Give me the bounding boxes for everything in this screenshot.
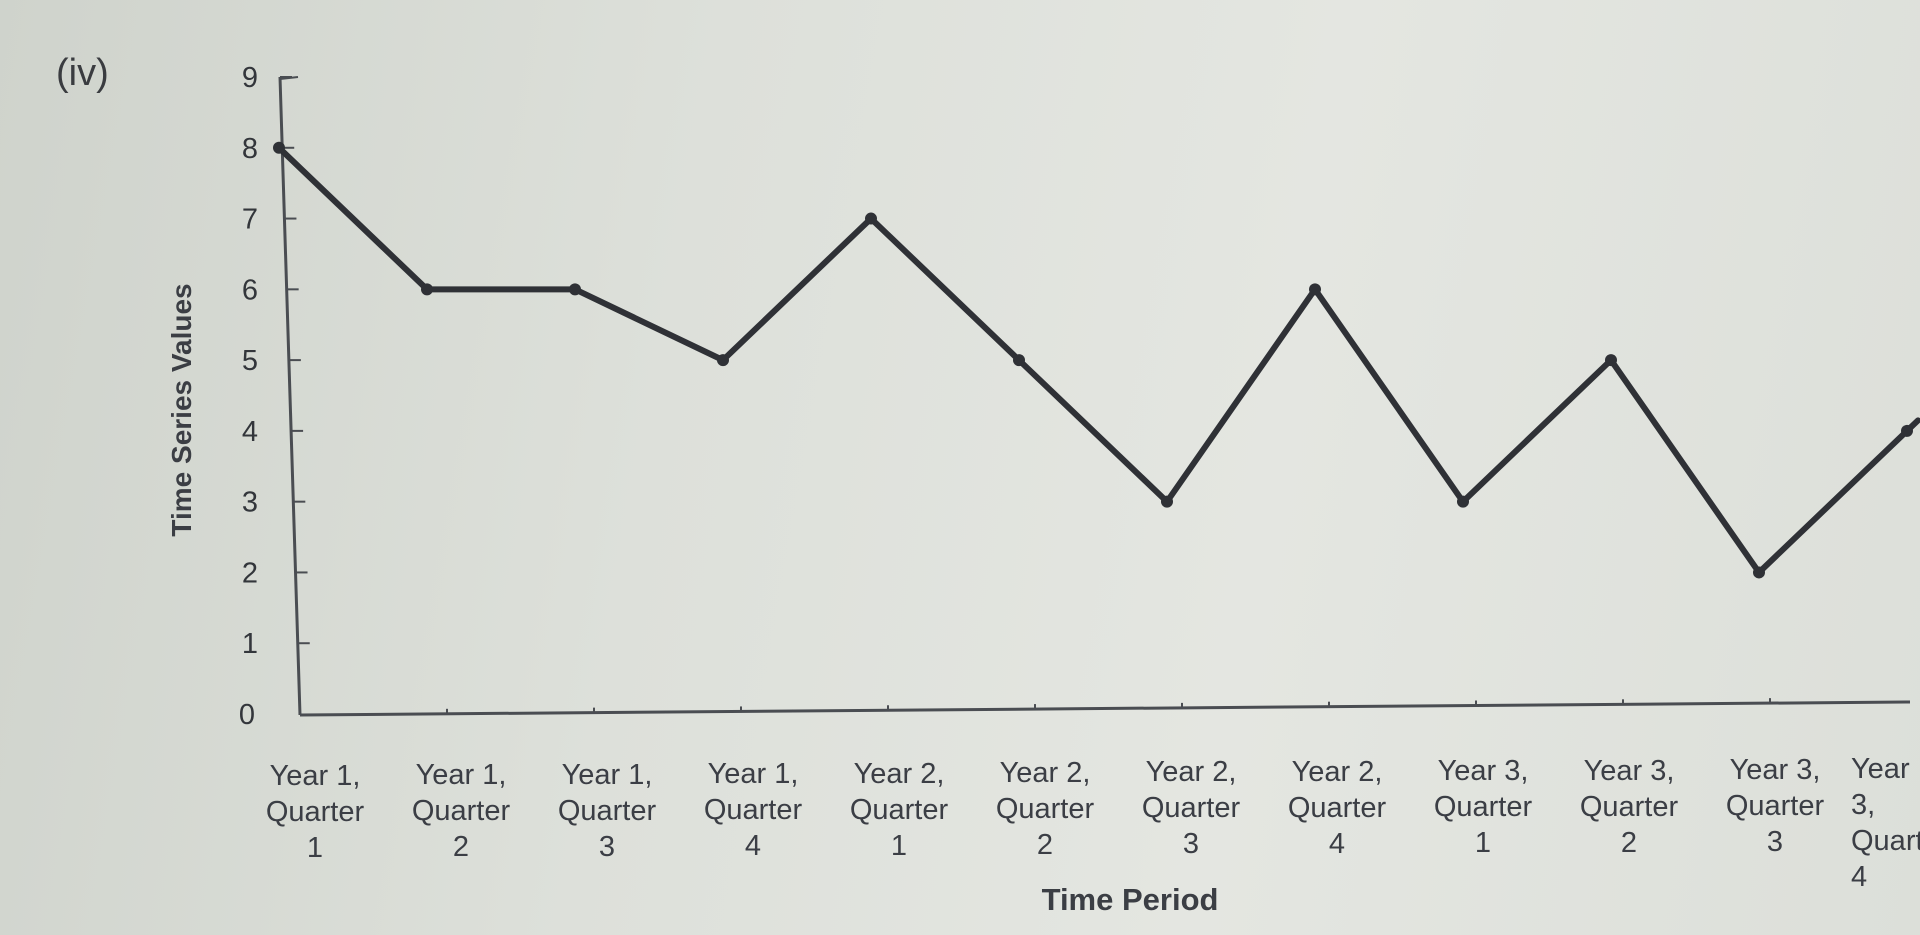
x-axis-line	[299, 700, 1911, 717]
series-group	[273, 141, 1920, 579]
x-tick-label: Year 3, Quarter 2	[1579, 754, 1679, 859]
x-tick-label: Year 2, Quarter 2	[995, 757, 1095, 861]
x-tick-label: Year 1, Quarter 3	[557, 758, 657, 863]
x-axis-title: Time Period	[1041, 882, 1219, 917]
data-point	[273, 141, 285, 154]
data-point	[717, 354, 729, 367]
y-tick-label: 1	[242, 628, 258, 660]
x-tick-label: Year 3, Quarter 3	[1725, 754, 1825, 858]
y-tick-labels: 0 1 2 3 4 5 6 7 8 9	[239, 62, 258, 731]
y-tick-label: 0	[239, 699, 255, 731]
x-tick-label: Year 1, Quarter 4	[703, 758, 803, 863]
data-point	[1605, 354, 1617, 367]
data-point	[1457, 495, 1469, 508]
data-point	[865, 212, 877, 225]
axes-group	[278, 76, 1911, 717]
y-axis-title: Time Series Values	[166, 283, 197, 537]
part-label: (iv)	[56, 52, 109, 94]
x-tick-label: Year 3, Quarter 1	[1433, 755, 1533, 860]
y-tick-label: 3	[242, 487, 258, 519]
y-tick-label: 9	[242, 62, 258, 94]
y-tick-label: 2	[242, 557, 258, 589]
x-tick-label: Year 3, Quarter 4	[1851, 753, 1920, 894]
y-axis-line	[278, 76, 302, 716]
x-tick-label: Year 2, Quarter 4	[1287, 755, 1387, 860]
y-tick-label: 5	[242, 345, 258, 377]
data-point	[1161, 495, 1173, 508]
y-tick-label: 7	[242, 204, 258, 236]
series-line	[276, 144, 1920, 576]
x-tick-label: Year 1, Quarter 1	[265, 760, 365, 864]
y-tick-label: 4	[242, 416, 258, 448]
x-tick-label: Year 2, Quarter 3	[1141, 756, 1241, 861]
data-point	[1753, 566, 1765, 579]
data-point	[1309, 283, 1321, 296]
data-point	[421, 283, 433, 296]
data-point	[1901, 424, 1913, 437]
y-tick-label: 6	[242, 274, 258, 306]
x-tick-label: Year 1, Quarter 2	[411, 759, 511, 864]
data-point	[1013, 354, 1025, 367]
y-tick-label: 8	[242, 133, 258, 165]
data-point	[569, 283, 581, 296]
x-tick-label: Year 2, Quarter 1	[849, 757, 949, 862]
